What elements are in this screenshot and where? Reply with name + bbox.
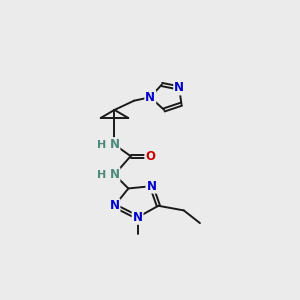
Text: H: H xyxy=(97,140,106,150)
Text: N: N xyxy=(133,211,142,224)
Text: N: N xyxy=(110,138,119,151)
Text: N: N xyxy=(146,180,156,193)
Text: N: N xyxy=(145,91,155,104)
Text: O: O xyxy=(145,150,155,163)
Text: N: N xyxy=(110,199,119,212)
Text: N: N xyxy=(110,168,119,181)
Text: N: N xyxy=(174,82,184,94)
Text: H: H xyxy=(97,169,106,180)
